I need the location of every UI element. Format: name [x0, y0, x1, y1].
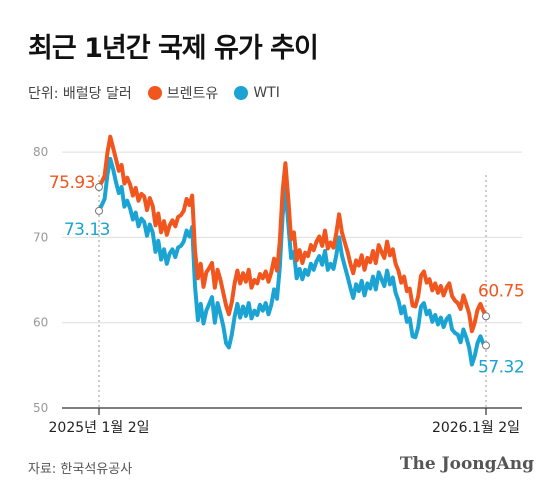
legend-item-brent: 브렌트유: [147, 83, 219, 103]
legend-item-wti: WTI: [234, 85, 280, 101]
chart-title: 최근 1년간 국제 유가 추이: [28, 33, 319, 64]
legend-swatch-wti: [234, 86, 249, 100]
series-line-brent: [97, 134, 488, 334]
end-point-wti: [482, 341, 490, 350]
series-line-wti: [97, 156, 488, 367]
start-point-brent: [95, 183, 103, 192]
y-tick-label: 80: [33, 145, 48, 159]
start-value-label-brent: 75.93: [49, 173, 95, 193]
end-point-brent: [482, 312, 490, 321]
end-value-label-brent: 60.75: [478, 281, 524, 301]
x-tick-label: 2026.1월 2일: [432, 420, 520, 436]
legend-label-brent: 브렌트유: [166, 86, 219, 102]
legend: 단위: 배럴당 달러 브렌트유 WTI: [28, 83, 296, 103]
y-tick-label: 70: [33, 230, 48, 244]
unit-label: 단위: 배럴당 달러: [28, 86, 132, 102]
end-value-label-wti: 57.32: [478, 358, 524, 378]
start-value-label-wti: 73.13: [64, 220, 110, 240]
y-tick-label: 50: [33, 401, 48, 415]
brand-logo: The JoongAng: [399, 454, 534, 474]
source-text: 자료: 한국석유공사: [28, 462, 133, 477]
legend-swatch-brent: [147, 86, 162, 100]
y-tick-label: 60: [33, 316, 48, 330]
start-point-wti: [95, 206, 103, 215]
x-tick-label: 2025년 1월 2일: [49, 420, 150, 436]
legend-label-wti: WTI: [253, 85, 280, 101]
